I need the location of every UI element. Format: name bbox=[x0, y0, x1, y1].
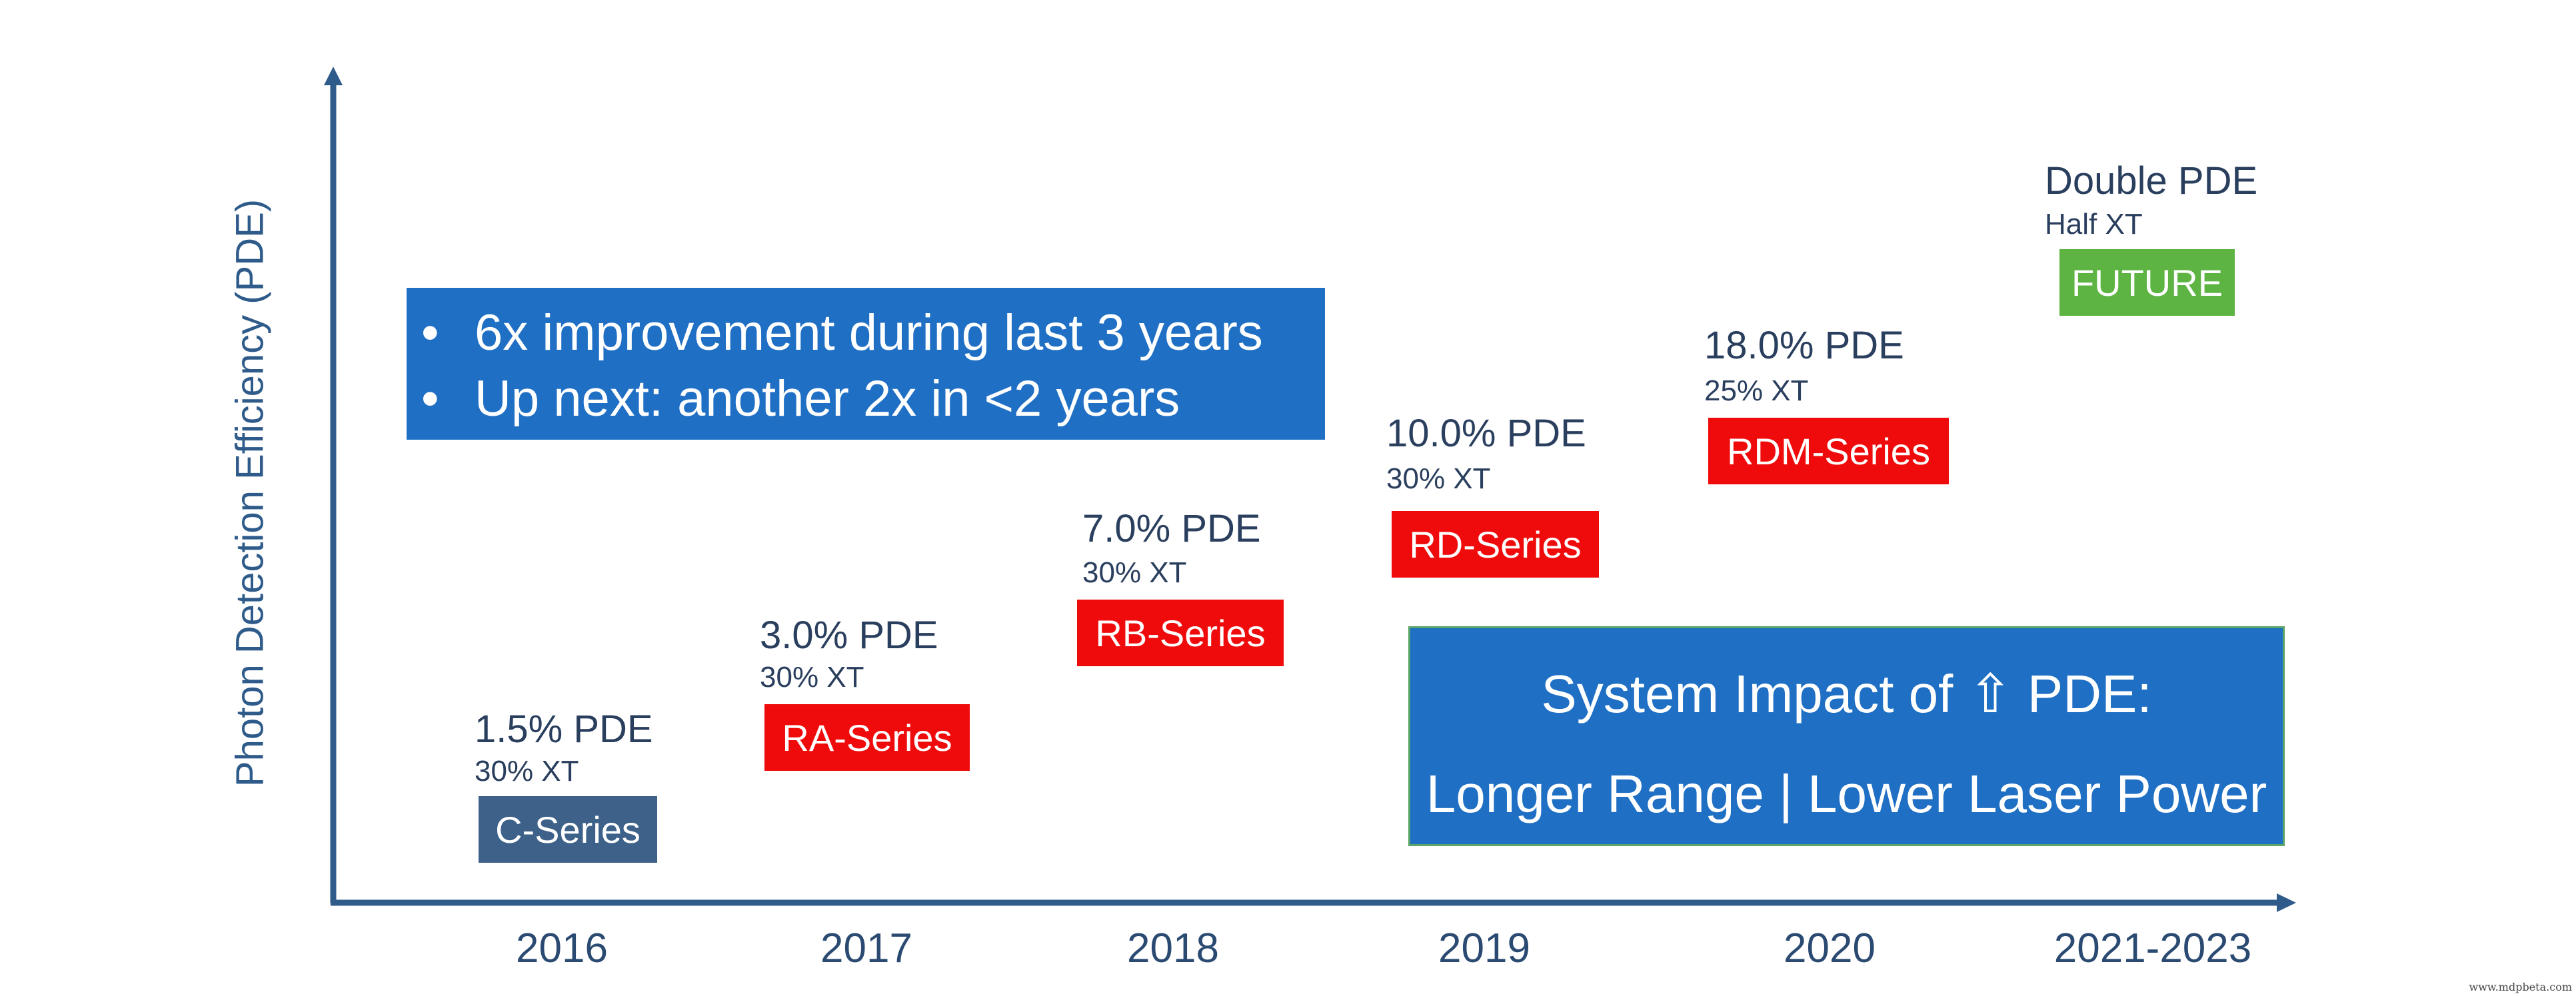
xt-label-2018: 30% XT bbox=[1082, 556, 1187, 589]
pde-label-2016: 1.5% PDE bbox=[475, 708, 653, 751]
pde-label-2018: 7.0% PDE bbox=[1082, 507, 1261, 550]
improvement-bullet-2: • Up next: another 2x in <2 years bbox=[421, 374, 1180, 424]
system-impact-subtitle: Longer Range | Lower Laser Power bbox=[1426, 764, 2267, 823]
xt-label-future: Half XT bbox=[2045, 208, 2143, 241]
y-axis-label: Photon Detection Efficiency (PDE) bbox=[228, 199, 272, 787]
improvement-bullet-1: • 6x improvement during last 3 years bbox=[421, 308, 1263, 358]
x-tick-2016: 2016 bbox=[516, 925, 608, 971]
xt-label-2020: 25% XT bbox=[1704, 374, 1809, 407]
x-tick-2021-2023: 2021-2023 bbox=[2053, 925, 2252, 971]
improvement-bullet-1-text: 6x improvement during last 3 years bbox=[475, 304, 1263, 361]
improvement-bullet-2-text: Up next: another 2x in <2 years bbox=[475, 370, 1180, 427]
x-axis-arrowhead bbox=[2277, 893, 2296, 912]
series-badge-ra: RA-Series bbox=[764, 704, 970, 771]
pde-label-2020: 18.0% PDE bbox=[1704, 324, 1904, 367]
pde-label-future: Double PDE bbox=[2045, 159, 2258, 203]
series-badge-rd: RD-Series bbox=[1392, 511, 1599, 578]
system-impact-callout: System Impact of ⇧ PDE: Longer Range | L… bbox=[1408, 626, 2285, 846]
bullet-dot: • bbox=[421, 370, 439, 427]
pde-label-2019: 10.0% PDE bbox=[1386, 412, 1586, 455]
series-badge-rdm: RDM-Series bbox=[1708, 418, 1949, 484]
xt-label-2017: 30% XT bbox=[760, 661, 864, 694]
series-badge-rb: RB-Series bbox=[1077, 600, 1284, 666]
x-tick-2019: 2019 bbox=[1438, 925, 1530, 971]
series-badge-c: C-Series bbox=[479, 796, 657, 863]
xt-label-2019: 30% XT bbox=[1386, 462, 1491, 495]
watermark: www.mdpbeta.com bbox=[2469, 981, 2572, 993]
x-tick-2020: 2020 bbox=[1784, 925, 1876, 971]
improvement-callout: • 6x improvement during last 3 years • Up … bbox=[407, 288, 1325, 440]
system-impact-title: System Impact of ⇧ PDE: bbox=[1541, 664, 2152, 724]
pde-label-2017: 3.0% PDE bbox=[760, 614, 938, 657]
y-axis-arrowhead bbox=[324, 67, 343, 85]
x-tick-2017: 2017 bbox=[820, 925, 912, 971]
xt-label-2016: 30% XT bbox=[475, 755, 579, 787]
series-badge-future: FUTURE bbox=[2059, 249, 2235, 316]
bullet-dot: • bbox=[421, 304, 439, 361]
x-tick-2018: 2018 bbox=[1127, 925, 1219, 971]
